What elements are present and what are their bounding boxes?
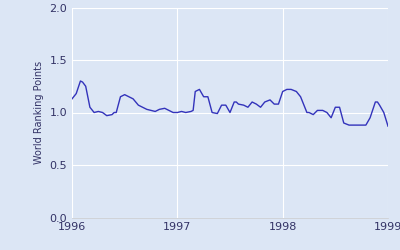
Y-axis label: World Ranking Points: World Ranking Points <box>34 61 44 164</box>
